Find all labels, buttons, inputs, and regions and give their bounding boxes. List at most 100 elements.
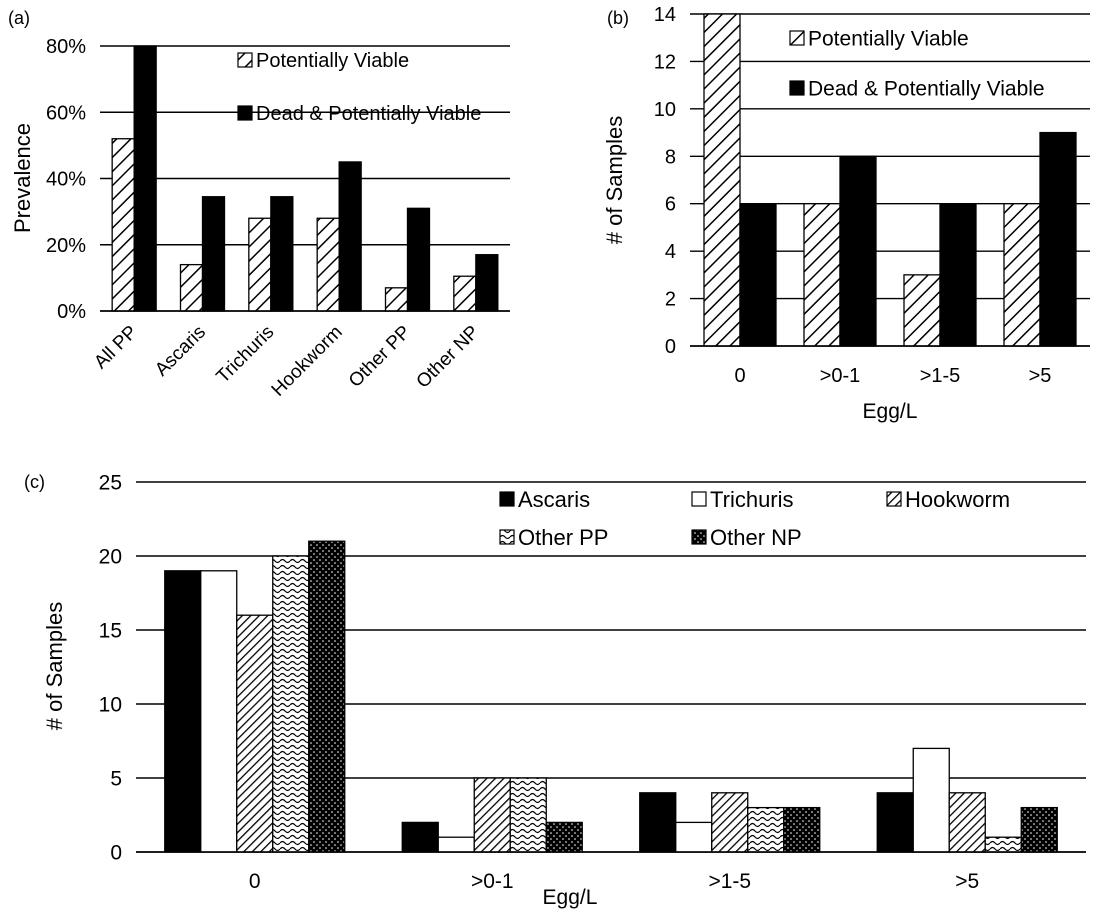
panel-label: (a) (8, 8, 30, 28)
y-tick-label: 5 (110, 767, 122, 790)
x-tick-label: >5 (1029, 365, 1052, 387)
bar (939, 203, 977, 347)
bar (1020, 806, 1058, 853)
bar (984, 836, 1022, 853)
legend-label: Potentially Viable (256, 50, 409, 72)
bar (248, 217, 272, 312)
legend-swatch (789, 30, 805, 46)
bar (316, 217, 340, 312)
bar (437, 836, 475, 853)
bar (111, 138, 135, 312)
x-tick-label: >0-1 (820, 365, 861, 387)
bar (201, 196, 226, 312)
legend-label: Dead & Potentially Viable (808, 78, 1045, 101)
y-tick-label: 8 (665, 146, 676, 168)
y-tick-label: 20% (46, 235, 86, 257)
y-tick-label: 0 (110, 841, 122, 864)
bar (509, 777, 547, 853)
legend-swatch (789, 80, 805, 96)
bar (179, 263, 204, 312)
bar (1039, 131, 1077, 347)
bar (384, 287, 409, 312)
bar (675, 821, 713, 853)
bar (747, 806, 785, 853)
x-tick-label: 0 (249, 870, 261, 893)
bar (739, 203, 777, 347)
legend-label: Trichuris (710, 487, 794, 512)
bar (338, 161, 362, 312)
bar (236, 614, 274, 853)
bar (783, 806, 821, 853)
x-tick-label: Other NP (413, 322, 484, 393)
bar (473, 777, 511, 853)
legend-label: Hookworm (905, 487, 1010, 512)
y-axis-label: Prevalence (10, 123, 35, 233)
bar (133, 45, 157, 312)
bar (406, 207, 431, 312)
bar (703, 13, 741, 347)
bar (200, 570, 238, 853)
bar (711, 792, 749, 853)
bar (270, 196, 294, 312)
x-tick-label: Ascaris (151, 322, 210, 381)
y-tick-label: 0 (665, 336, 676, 358)
bar (401, 821, 439, 853)
bar (272, 555, 310, 853)
legend-label: Other NP (710, 525, 802, 550)
bar (803, 203, 841, 347)
bar (1003, 203, 1041, 347)
panel-label: (c) (24, 472, 45, 492)
legend-swatch (237, 105, 253, 121)
legend-label: Other PP (518, 525, 608, 550)
legend-swatch (499, 529, 515, 545)
legend-swatch (237, 52, 253, 68)
bar (839, 155, 877, 347)
bar (903, 274, 941, 347)
y-tick-label: 80% (46, 36, 86, 58)
y-tick-label: 15 (99, 619, 122, 642)
x-tick-label: Other PP (345, 322, 415, 392)
y-tick-label: 6 (665, 194, 676, 216)
bar (164, 570, 202, 853)
y-axis-label: # of Samples (602, 116, 627, 244)
legend-swatch (691, 491, 707, 507)
y-tick-label: 4 (665, 241, 676, 263)
y-tick-label: 60% (46, 102, 86, 124)
legend-swatch (499, 491, 515, 507)
legend-swatch (691, 529, 707, 545)
x-tick-label: Hookworm (268, 322, 347, 401)
x-tick-label: >1-5 (920, 365, 961, 387)
y-tick-label: 25 (99, 471, 122, 494)
bar (545, 821, 583, 853)
x-axis-label: Egg/L (543, 886, 598, 909)
x-tick-label: >5 (955, 870, 979, 893)
bar (912, 747, 950, 853)
bar (876, 792, 914, 853)
y-tick-label: 2 (665, 289, 676, 311)
x-tick-label: Trichuris (213, 322, 279, 388)
legend-label: Potentially Viable (808, 28, 969, 51)
x-axis-label: Egg/L (863, 400, 918, 423)
y-axis-label: # of Samples (42, 602, 67, 730)
legend-swatch (886, 491, 902, 507)
y-tick-label: 20 (99, 545, 122, 568)
bar (475, 254, 499, 312)
panel-label: (b) (607, 8, 629, 28)
y-tick-label: 40% (46, 169, 86, 191)
y-tick-label: 12 (654, 51, 676, 73)
bar (948, 792, 986, 853)
legend-label: Ascaris (518, 487, 590, 512)
bar (453, 275, 477, 312)
x-tick-label: >0-1 (471, 870, 514, 893)
legend-label: Dead & Potentially Viable (256, 103, 481, 125)
y-tick-label: 10 (654, 99, 676, 121)
y-tick-label: 10 (99, 693, 122, 716)
bar (639, 792, 677, 853)
y-tick-label: 14 (654, 4, 676, 26)
x-tick-label: >1-5 (708, 870, 751, 893)
bar (308, 540, 346, 853)
x-tick-label: 0 (734, 365, 745, 387)
y-tick-label: 0% (57, 301, 86, 323)
x-tick-label: All PP (90, 322, 141, 373)
